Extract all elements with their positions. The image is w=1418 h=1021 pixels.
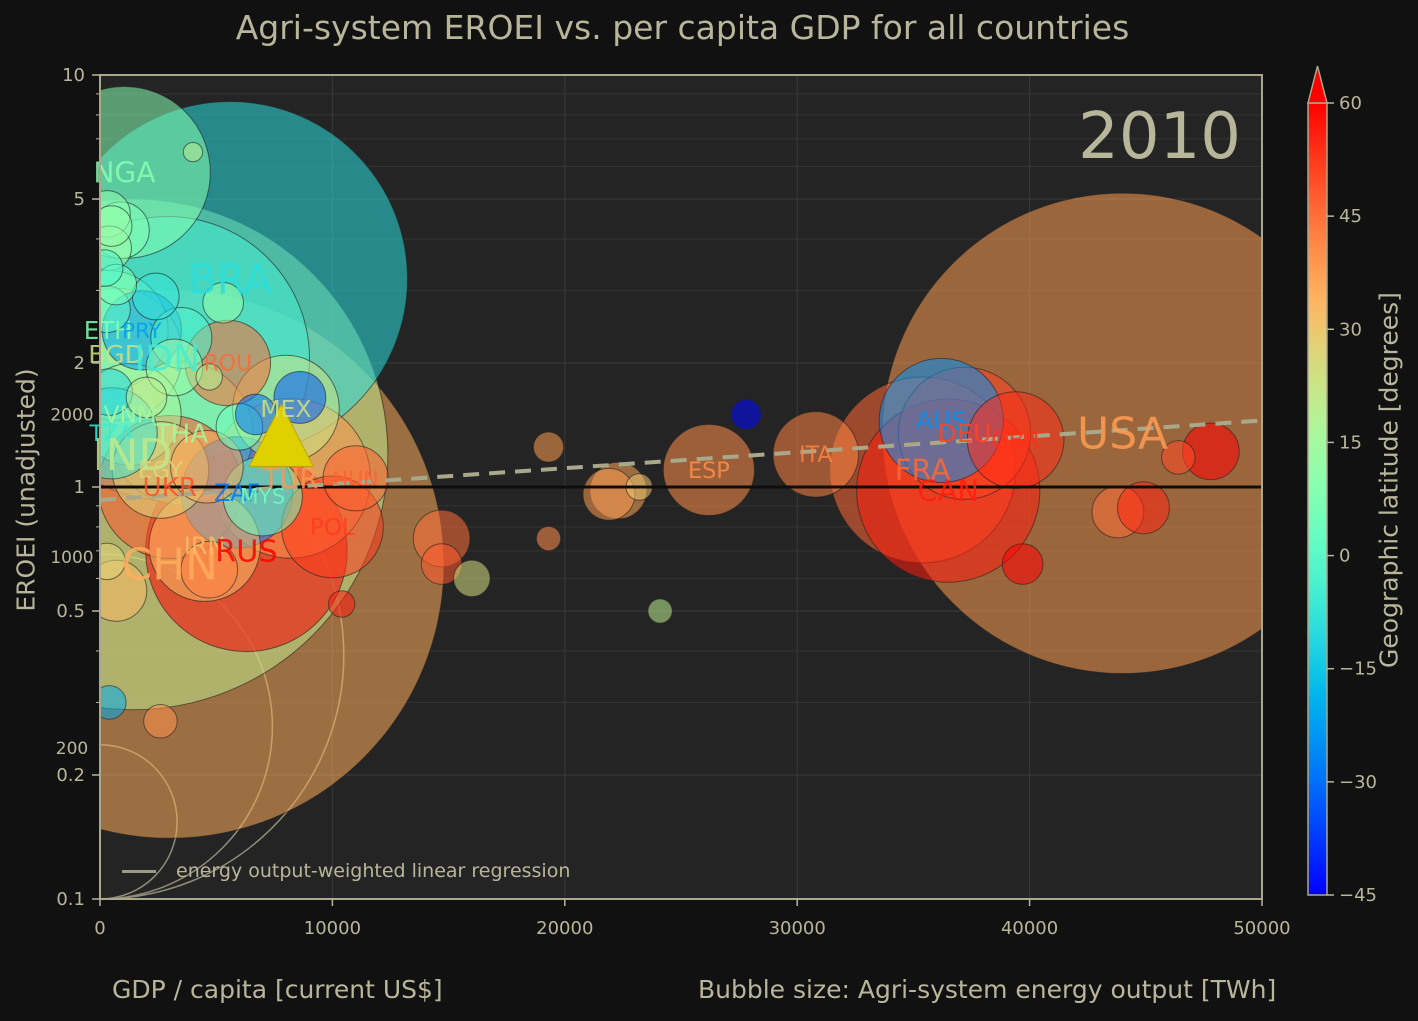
label-tur: TUR <box>262 464 319 495</box>
label-chn: CHN <box>121 539 218 590</box>
label-idn: IDN <box>135 337 201 380</box>
size-legend-label: 2000 <box>50 405 93 425</box>
colorbar-tick-label: 15 <box>1339 432 1362 453</box>
bubble-ita <box>772 411 860 498</box>
y-tick-label: 5 <box>74 189 85 210</box>
colorbar-tick-label: 30 <box>1339 319 1362 340</box>
label-nga: NGA <box>93 156 156 189</box>
bubble <box>1117 481 1170 535</box>
bubble <box>202 281 244 324</box>
bubble <box>100 685 127 720</box>
bubble <box>125 376 168 419</box>
colorbar-tick-label: 60 <box>1339 93 1362 114</box>
x-tick-label: 40000 <box>1001 918 1058 939</box>
y-axis-label: EROEI (unadjusted) <box>11 368 41 612</box>
label-usa: USA <box>1077 409 1168 460</box>
label-rou: ROU <box>203 352 252 377</box>
label-hun: HUN <box>333 466 379 490</box>
bubble <box>195 363 223 391</box>
bubble <box>273 370 327 424</box>
bubble <box>532 431 565 463</box>
bubbles <box>100 86 1262 839</box>
bubble <box>453 559 491 598</box>
y-tick-label: 0.5 <box>56 601 85 622</box>
label-mex: MEX <box>260 395 311 423</box>
regression-legend-swatch <box>122 869 156 873</box>
bubble <box>1161 440 1196 475</box>
reference-lines <box>99 403 1263 502</box>
label-eth: ETH <box>84 316 133 345</box>
colorbar-extend-arrow <box>1307 65 1328 104</box>
size-legend-label: 1000 <box>50 548 93 568</box>
colorbar-label: Geographic latitude [degrees] <box>1374 292 1404 668</box>
label-rus: RUS <box>215 534 277 569</box>
label-can: CAN <box>917 474 979 508</box>
label-ita: ITA <box>799 443 832 468</box>
colorbar-tick-label: 0 <box>1339 546 1350 567</box>
mex-triangle-marker <box>248 403 315 467</box>
regression-legend-label: energy output-weighted linear regression <box>176 860 571 882</box>
bubble-esp <box>662 423 756 517</box>
bubble-hun <box>322 445 389 512</box>
x-axis-label: GDP / capita [current US$] <box>112 975 443 1004</box>
bubble <box>100 205 133 247</box>
label-aus: AUS <box>916 406 967 435</box>
size-legend-label: 200 <box>56 739 88 759</box>
colorbar-tick-label: −30 <box>1339 772 1377 793</box>
label-pry: PRY <box>122 319 163 344</box>
bubble <box>535 525 562 552</box>
bubble <box>182 141 204 163</box>
year-label: 2010 <box>1078 100 1241 174</box>
bubble <box>647 598 673 624</box>
axes: 0 10000 20000 30000 40000 50000 0.1 0.2 0.5 1 2 5 10 <box>56 65 1290 939</box>
x-tick-label: 0 <box>94 918 105 939</box>
bubble <box>170 429 244 504</box>
y-tick-label: 2 <box>74 353 85 374</box>
colorbar-gradient <box>1307 102 1328 896</box>
label-pol: POL <box>310 515 355 541</box>
x-tick-label: 30000 <box>769 918 826 939</box>
chart-title: Agri-system EROEI vs. per capita GDP for… <box>235 8 1130 47</box>
colorbar-tick-label: 45 <box>1339 206 1362 227</box>
label-ukr: UKR <box>143 473 197 503</box>
label-vnm: VNM <box>104 403 157 429</box>
y-tick-label: 10 <box>62 65 85 86</box>
colorbar-tick-label: −15 <box>1339 659 1377 680</box>
label-irn: IRN <box>184 532 225 560</box>
y-tick-label: 0.1 <box>56 889 85 910</box>
x-tick-label: 10000 <box>304 918 361 939</box>
label-mys: MYS <box>240 485 285 510</box>
colorbar: −45 −30 −15 0 15 30 45 60 <box>1307 65 1377 906</box>
x-tick-label: 20000 <box>536 918 593 939</box>
label-egy: EGY <box>138 458 183 484</box>
label-tza: TZA <box>88 421 134 447</box>
bubble <box>131 272 180 321</box>
label-gbr: GBR <box>991 428 1040 454</box>
label-deu: DEU <box>938 418 992 448</box>
bubble <box>100 249 124 287</box>
label-zaf: ZAF <box>214 479 260 507</box>
label-bgd: BGD <box>88 339 144 369</box>
bubble <box>327 590 356 618</box>
label-esp: ESP <box>688 458 730 484</box>
bubble <box>1001 543 1044 585</box>
label-fra: FRA <box>895 453 951 487</box>
bubble <box>100 542 126 581</box>
bubble <box>143 704 178 739</box>
colorbar-tick-label: −45 <box>1339 885 1377 906</box>
label-ind: IND <box>93 430 173 481</box>
y-tick-label: 1 <box>74 477 85 498</box>
label-bra: BRA <box>188 255 272 303</box>
x-tick-label: 50000 <box>1233 918 1290 939</box>
bubble <box>180 540 239 599</box>
bubble-size-caption: Bubble size: Agri-system energy output [… <box>698 975 1277 1004</box>
regression-legend: energy output-weighted linear regression <box>122 860 570 882</box>
bubble <box>730 398 762 431</box>
label-tha: THA <box>154 419 209 449</box>
bubble <box>582 467 636 521</box>
y-tick-label: 0.2 <box>56 765 85 786</box>
regression-line <box>99 418 1263 502</box>
